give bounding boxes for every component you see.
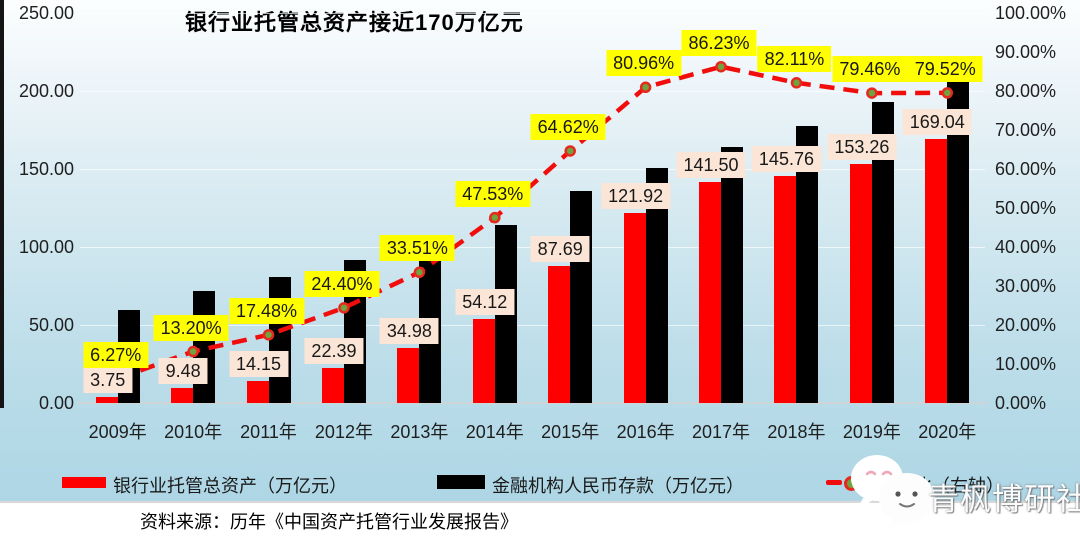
ratio-percent-label: 64.62% [530,113,606,140]
bar-custody-assets [472,318,495,403]
ratio-percent-label: 80.96% [606,50,682,77]
right-axis-tick: 20.00% [995,315,1057,335]
legend-swatch-custody [62,477,106,488]
chart-title: 银行业托管总资产接近170万亿元 [185,10,524,35]
x-axis-label: 2009年 [88,422,147,442]
ratio-percent-label: 6.27% [83,341,149,368]
x-axis-label: 2013年 [390,422,449,442]
right-axis-tick: 90.00% [995,42,1057,62]
bar-value-label: 169.04 [902,109,972,136]
bar-rmb-deposits [947,71,970,403]
x-axis-label: 2020年 [918,422,977,442]
left-axis-tick: 150.00 [18,159,74,179]
bar-custody-assets [774,175,797,403]
bar-value-label: 153.26 [827,133,897,160]
right-axis-tick: 60.00% [995,159,1057,179]
watermark: 青枫博研社 [843,450,1080,530]
bar-custody-assets [321,368,344,403]
legend-label-custody: 银行业托管总资产（万亿元） [113,476,347,496]
gridline [80,13,985,14]
x-axis-label: 2011年 [240,422,297,442]
bar-rmb-deposits [721,147,744,403]
source-note: 资料来源：历年《中国资产托管行业发展报告》 [140,512,518,532]
bar-value-label: 87.69 [530,236,590,263]
right-axis-tick: 40.00% [995,237,1057,257]
bar-value-label: 34.98 [379,318,439,345]
legend-swatch-deposits [437,475,485,489]
right-axis-tick: 50.00% [995,198,1057,218]
bar-value-label: 14.15 [229,350,289,377]
bar-custody-assets [925,139,948,403]
x-axis-label: 2015年 [541,422,600,442]
bar-rmb-deposits [570,191,593,403]
ratio-percent-label: 86.23% [681,29,757,56]
bar-value-label: 22.39 [304,338,364,365]
left-axis-tick: 0.00 [38,393,74,413]
left-axis-tick: 250.00 [18,3,74,23]
bar-value-label: 9.48 [158,358,208,385]
x-axis-label: 2014年 [465,422,524,442]
bar-custody-assets [95,397,118,403]
x-axis-label: 2010年 [164,422,223,442]
bar-value-label: 121.92 [601,182,671,209]
bar-custody-assets [623,212,646,403]
ratio-percent-label: 24.40% [304,270,380,297]
right-axis-tick: 0.00% [995,393,1047,413]
bar-custody-assets [397,348,420,403]
bar-custody-assets [171,388,194,403]
x-axis-label: 2018年 [767,422,826,442]
right-axis-tick: 80.00% [995,81,1057,101]
ratio-percent-label: 47.53% [455,180,531,207]
ratio-percent-label: 79.52% [907,55,983,82]
x-axis-label: 2016年 [616,422,675,442]
ratio-percent-label: 13.20% [153,314,229,341]
x-axis-label: 2012年 [314,422,373,442]
gridline [80,91,985,92]
x-axis-line [78,402,988,404]
right-axis-tick: 10.00% [995,354,1057,374]
left-edge-line [0,0,4,408]
watermark-text: 青枫博研社 [928,482,1080,517]
ratio-percent-label: 79.46% [832,56,908,83]
left-axis-tick: 50.00 [28,315,74,335]
bar-value-label: 3.75 [83,367,133,394]
left-axis-tick: 100.00 [18,237,74,257]
bar-value-label: 54.12 [455,288,515,315]
ratio-percent-label: 17.48% [229,297,305,324]
bar-custody-assets [246,380,269,403]
bar-rmb-deposits [193,290,216,403]
right-axis-tick: 100.00% [995,3,1067,23]
bar-value-label: 141.50 [676,152,746,179]
right-axis-tick: 30.00% [995,276,1057,296]
ratio-percent-label: 82.11% [757,45,832,72]
ratio-percent-label: 33.51% [379,235,455,262]
bar-custody-assets [699,182,722,403]
legend-label-deposits: 金融机构人民币存款（万亿元） [492,476,744,496]
bar-value-label: 145.76 [751,145,821,172]
left-axis-tick: 200.00 [18,81,74,101]
bar-rmb-deposits [268,276,291,403]
right-axis-tick: 70.00% [995,120,1057,140]
bar-custody-assets [849,163,872,403]
x-axis-label: 2017年 [692,422,751,442]
wechat-bubbles-icon [851,455,935,529]
legend-line-dash-icon [826,480,842,485]
bar-custody-assets [548,266,571,403]
x-axis-label: 2019年 [842,422,901,442]
